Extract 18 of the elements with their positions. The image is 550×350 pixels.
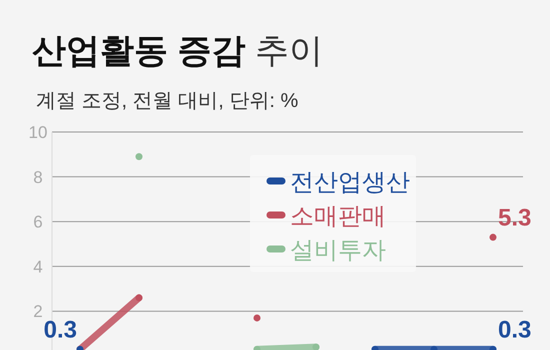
y-tick-label: 4: [33, 257, 43, 276]
y-tick-label: 6: [33, 212, 43, 232]
legend-label: 설비투자: [290, 237, 386, 264]
legend-label: 소매판매: [290, 203, 386, 230]
point: [136, 294, 142, 302]
y-tick-label: 10: [28, 123, 48, 142]
data-label: 0.3: [44, 316, 77, 344]
data-label: 5.3: [498, 204, 532, 232]
point: [254, 314, 260, 322]
y-tick-label: 8: [33, 168, 43, 187]
y-tick-label: 2: [33, 302, 43, 322]
point: [490, 234, 496, 241]
chart-title: 산업활동 증감 추이: [32, 32, 323, 70]
point: [312, 344, 320, 350]
legend-label: 전산업생산: [290, 169, 410, 196]
data-label: 0.3: [498, 316, 532, 344]
chart-subtitle: 계절 조정, 전월 대비, 단위: %: [36, 90, 298, 112]
point: [136, 153, 142, 160]
